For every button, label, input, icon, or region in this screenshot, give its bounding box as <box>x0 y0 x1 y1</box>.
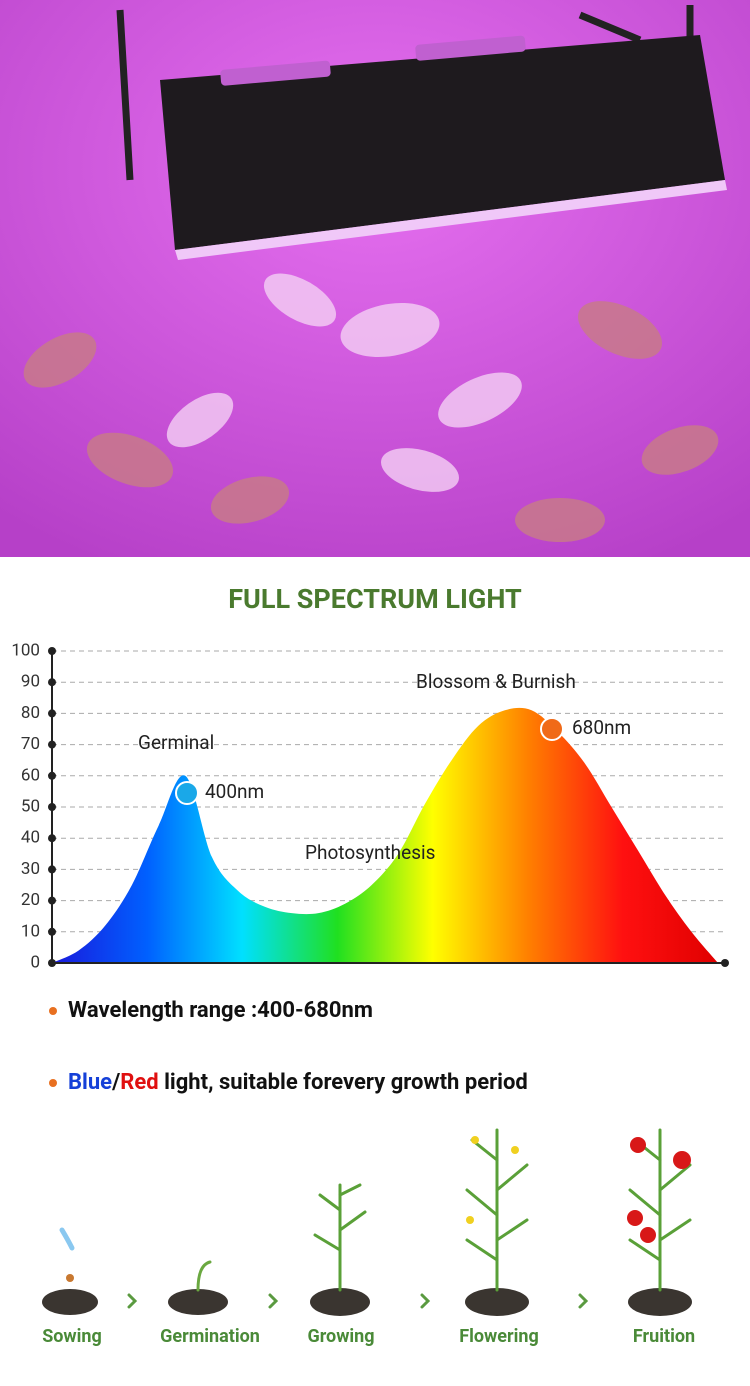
marker-680 <box>540 717 564 741</box>
annotation: 400nm <box>205 780 264 803</box>
stage-label: Fruition <box>633 1326 695 1347</box>
annotation: Photosynthesis <box>305 841 435 864</box>
y-tick-label: 0 <box>30 952 40 972</box>
y-tick-label: 30 <box>21 859 40 879</box>
bullet-dot <box>49 1007 57 1015</box>
end-dot <box>721 959 729 967</box>
y-tick-label: 70 <box>21 734 40 754</box>
blue-word: Blue <box>68 1070 112 1095</box>
y-tick-label: 20 <box>21 890 40 910</box>
title: FULL SPECTRUM LIGHT <box>228 583 522 615</box>
marker-400 <box>175 781 199 805</box>
y-tick-label: 100 <box>11 640 40 660</box>
annotation: Germinal <box>138 731 214 754</box>
y-tick-label: 10 <box>21 921 40 941</box>
y-tick-label: 40 <box>21 828 40 848</box>
growth-stages <box>42 1128 692 1316</box>
stage-label: Flowering <box>459 1326 538 1347</box>
chart: 0 10 20 30 40 50 60 70 80 90 100 Germinal 400nm Photo… <box>11 640 729 972</box>
bullet-text: Wavelength range :400-680nm <box>68 998 373 1023</box>
annotation: Blossom & Burnish <box>416 670 576 693</box>
y-tick-label: 60 <box>21 765 40 785</box>
spectrum-area <box>52 707 718 963</box>
slash: / <box>111 1070 120 1095</box>
bullet-text: Blue/Red light, suitable forevery growth… <box>68 1070 528 1095</box>
product-photo <box>0 0 750 557</box>
red-word: Red <box>120 1070 158 1095</box>
stage-label: Sowing <box>42 1326 102 1347</box>
y-tick-label: 50 <box>21 796 40 816</box>
soil <box>42 1288 692 1316</box>
bullet-dot <box>49 1079 57 1087</box>
annotation: 680nm <box>572 716 631 739</box>
bullet-rest: light, suitable forevery growth period <box>159 1070 528 1095</box>
y-tick-label: 90 <box>21 672 40 692</box>
y-tick-label: 80 <box>21 703 40 723</box>
stage-label: Germination <box>160 1326 260 1347</box>
stage-label: Growing <box>307 1326 374 1347</box>
